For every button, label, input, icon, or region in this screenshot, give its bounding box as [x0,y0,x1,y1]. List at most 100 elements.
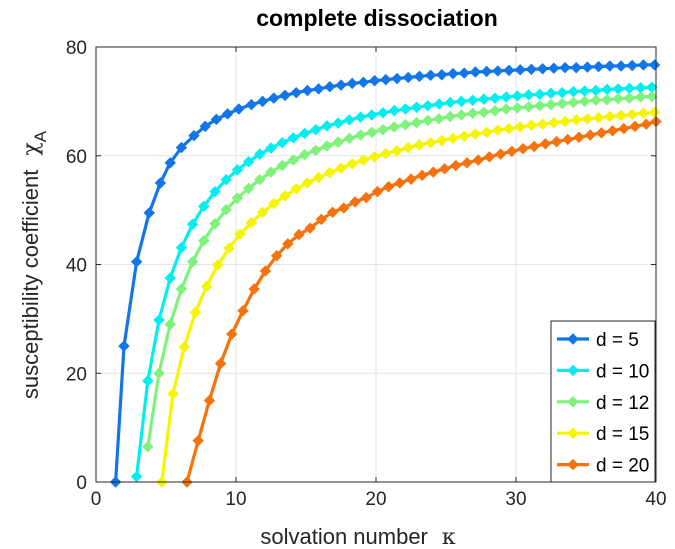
data-point [209,185,221,198]
data-point [212,259,224,271]
data-point [186,218,199,230]
data-point [567,96,580,109]
data-point [270,250,283,262]
data-point [391,72,403,85]
data-point [606,125,619,137]
data-point [444,110,456,123]
data-point [354,129,367,141]
data-point [548,116,560,129]
data-point [346,77,358,90]
data-point [539,138,552,150]
data-point [186,256,199,268]
data-point [494,148,507,160]
data-point [321,120,333,132]
data-point [522,101,535,113]
data-point [360,191,372,204]
series-3 [156,106,661,488]
data-point [534,100,546,112]
data-point [528,140,540,153]
data-point [492,65,504,77]
y-tick-label: 80 [66,38,87,59]
data-point [189,306,202,319]
data-point [500,91,512,103]
data-point [511,90,524,102]
data-point [410,116,423,129]
data-point [433,98,445,110]
data-point [422,114,434,127]
data-point [618,122,630,135]
series-1 [130,81,658,483]
data-point [368,75,381,87]
y-tick-label: 60 [66,147,87,168]
data-point [394,177,406,189]
data-point [455,109,468,121]
data-point [623,92,636,104]
data-point [522,89,535,101]
data-point [175,283,188,295]
data-point [220,173,232,186]
data-point [604,60,616,72]
data-point [634,91,647,103]
data-point [567,85,580,98]
data-point [466,107,479,120]
data-point [590,94,602,106]
data-point [354,111,367,123]
data-point [478,93,490,105]
data-point [192,434,204,447]
data-point [220,203,232,216]
data-point [559,115,571,128]
data-point [416,169,428,182]
data-point [226,328,238,340]
data-point [626,59,638,72]
data-point [637,107,650,120]
data-point [637,59,650,71]
data-point [570,61,582,74]
data-point [321,140,333,152]
data-point [178,341,190,353]
data-point [130,256,143,268]
data-point [200,280,213,292]
data-point [368,151,381,163]
x-axis-symbol: κ [442,525,456,549]
data-point [377,123,389,136]
data-point [259,265,272,277]
data-point [276,136,288,149]
data-point [483,151,496,163]
series-4 [181,115,662,488]
data-point [444,96,456,109]
data-point [254,173,266,186]
data-point [254,148,266,160]
data-point [349,196,361,208]
data-point [118,340,130,352]
data-point [601,94,613,106]
data-point [256,95,269,108]
data-point [175,141,188,154]
data-point [584,129,596,141]
x-axis-label-text: solvation number [260,524,428,549]
data-point [377,107,389,119]
data-point [276,159,288,172]
x-tick-label: 40 [645,489,666,510]
data-point [612,92,624,105]
data-point [154,177,167,189]
data-point [534,88,546,101]
data-point [245,98,258,111]
data-point [210,113,223,126]
data-point [640,118,652,130]
data-point [514,121,526,133]
data-point [455,95,468,108]
data-point [545,98,557,111]
data-point [268,197,280,210]
data-point [615,60,627,72]
legend-marker [567,333,579,345]
data-point [380,147,392,160]
data-point [223,242,235,254]
data-point [234,228,246,240]
data-point [604,110,616,123]
data-point [371,185,384,198]
data-point [304,222,316,234]
legend-marker [567,364,579,377]
legend-label: d = 20 [596,456,649,477]
data-point [536,118,549,130]
data-point [424,69,437,81]
